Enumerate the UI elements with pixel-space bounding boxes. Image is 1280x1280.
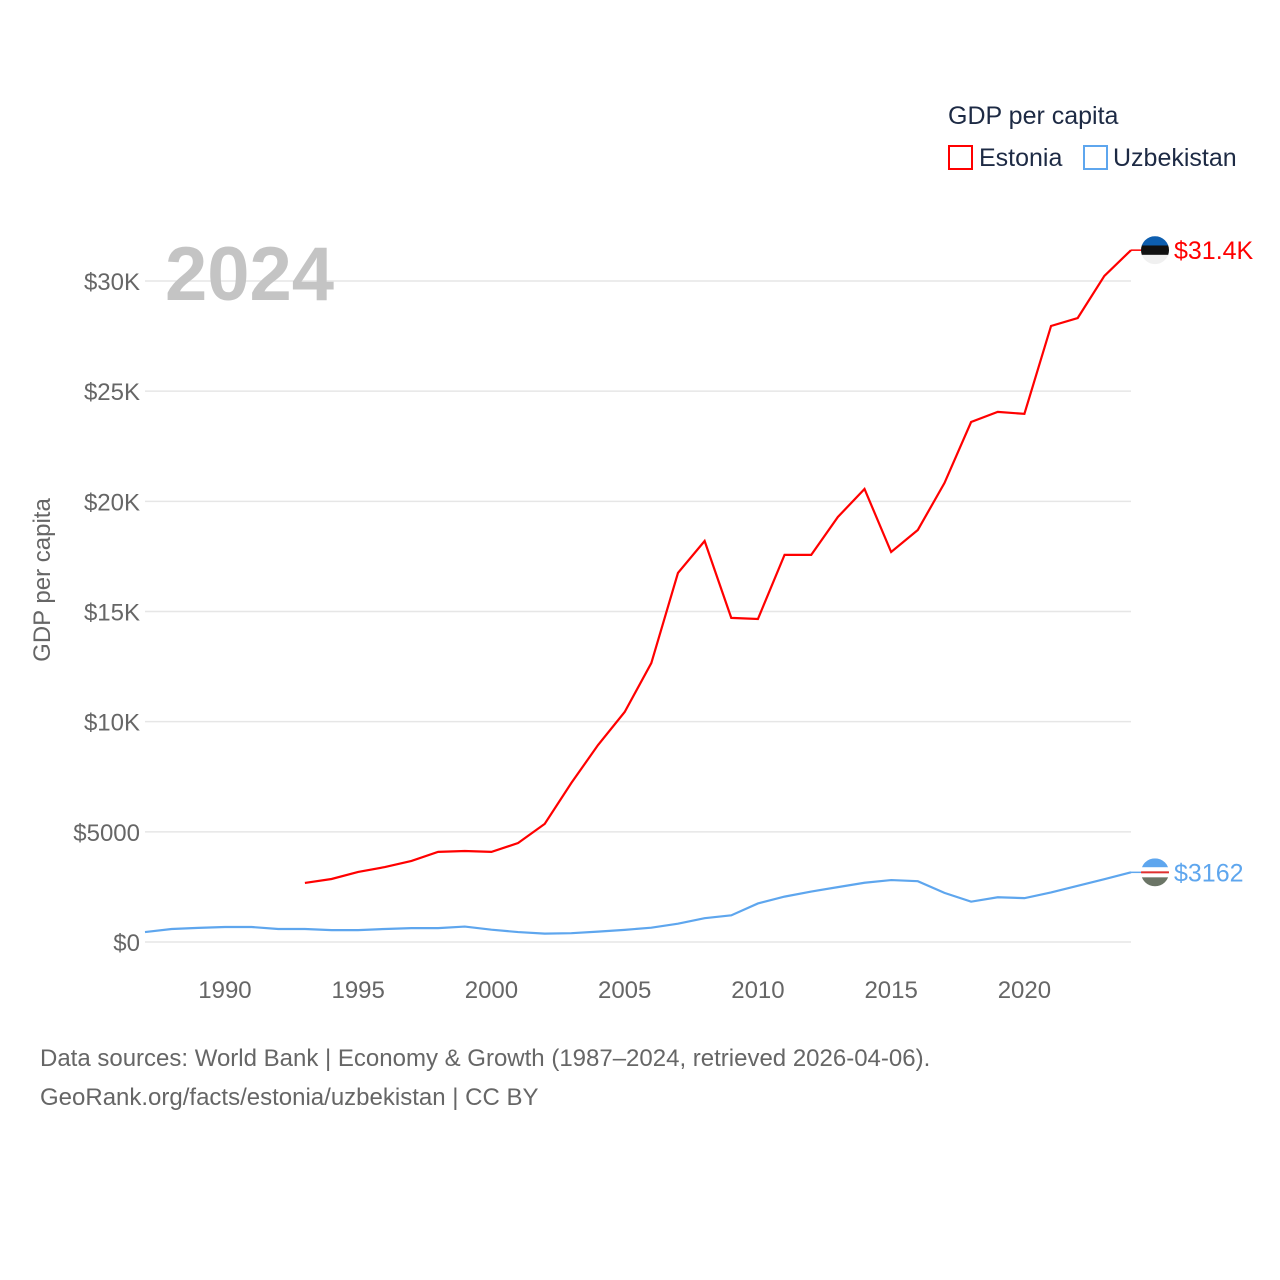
legend-label-uzbekistan[interactable]: Uzbekistan xyxy=(1113,144,1237,172)
x-tick-label: 1995 xyxy=(331,977,384,1004)
end-value-label-uzbekistan: $3162 xyxy=(1174,859,1244,887)
series-line-estonia xyxy=(304,249,1132,885)
y-tick-label: $25K xyxy=(84,379,140,406)
x-tick-label: 2010 xyxy=(731,977,784,1004)
legend-label-estonia[interactable]: Estonia xyxy=(979,144,1062,172)
y-tick-label: $20K xyxy=(84,489,140,516)
legend-swatch-estonia[interactable] xyxy=(948,145,973,170)
x-tick-label: 2005 xyxy=(598,977,651,1004)
series-line-uzbekistan xyxy=(144,871,1132,935)
flag-icon-uzbekistan xyxy=(1141,858,1169,887)
legend-title: GDP per capita xyxy=(948,102,1119,130)
flag-icon-estonia xyxy=(1141,236,1169,265)
y-tick-label: $10K xyxy=(84,710,140,737)
y-tick-label: $5000 xyxy=(73,820,140,847)
x-tick-label: 2000 xyxy=(465,977,518,1004)
end-value-label-estonia: $31.4K xyxy=(1174,237,1254,265)
data-source-note: Data sources: World Bank | Economy & Gro… xyxy=(40,1045,931,1072)
y-axis-label: GDP per capita xyxy=(29,498,56,662)
year-label: 2024 xyxy=(165,232,334,317)
y-tick-label: $30K xyxy=(84,269,140,296)
x-tick-label: 1990 xyxy=(198,977,251,1004)
y-tick-label: $15K xyxy=(84,600,140,627)
attribution-link[interactable]: GeoRank.org/facts/estonia/uzbekistan | C… xyxy=(40,1084,539,1111)
x-tick-label: 2020 xyxy=(998,977,1051,1004)
y-tick-label: $0 xyxy=(113,930,140,957)
legend-swatch-uzbekistan[interactable] xyxy=(1083,145,1108,170)
x-tick-label: 2015 xyxy=(864,977,917,1004)
